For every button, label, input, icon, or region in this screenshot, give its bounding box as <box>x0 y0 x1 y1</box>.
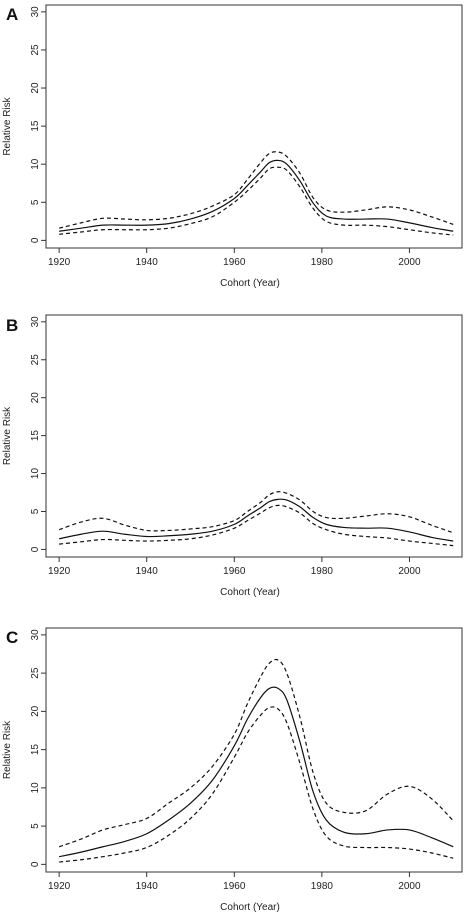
x-tick-label: 1980 <box>311 257 334 268</box>
y-tick-label: 10 <box>30 158 41 170</box>
x-axis-label: Cohort (Year) <box>220 278 280 289</box>
y-tick-label: 0 <box>30 861 41 867</box>
series-line-estimate <box>59 686 454 858</box>
plot-frame <box>45 4 463 249</box>
series-line-lower-ci <box>59 504 454 547</box>
y-tick-label: 25 <box>30 667 41 679</box>
panel-label: A <box>6 5 18 24</box>
y-tick-label: 25 <box>30 44 41 56</box>
y-tick-label: 15 <box>30 430 41 442</box>
series-line-lower-ci <box>59 166 454 236</box>
y-tick-label: 10 <box>30 782 41 794</box>
y-tick-label: 5 <box>30 199 41 205</box>
series-line-upper-ci <box>58 491 454 534</box>
y-axis-label: Relative Risk <box>2 406 13 465</box>
y-tick-label: 25 <box>30 354 41 366</box>
y-tick-label: 5 <box>30 823 41 829</box>
y-tick-label: 20 <box>30 82 41 94</box>
x-tick-label: 1920 <box>48 257 71 268</box>
y-tick-label: 5 <box>30 508 41 514</box>
panel-label: C <box>6 628 18 647</box>
panel-label: B <box>6 316 18 335</box>
y-tick-label: 30 <box>30 629 41 641</box>
x-axis-label: Cohort (Year) <box>220 587 280 598</box>
series-line-upper-ci <box>58 658 454 848</box>
series-line-upper-ci <box>58 151 454 229</box>
x-tick-label: 1960 <box>223 881 246 892</box>
x-tick-label: 1940 <box>136 566 159 577</box>
x-tick-label: 1980 <box>311 566 334 577</box>
y-tick-label: 0 <box>30 546 41 552</box>
x-tick-label: 1940 <box>136 257 159 268</box>
x-tick-label: 1980 <box>311 881 334 892</box>
x-tick-label: 2000 <box>398 881 421 892</box>
x-tick-label: 1920 <box>48 566 71 577</box>
y-tick-label: 15 <box>30 120 41 132</box>
plot-frame <box>45 627 463 873</box>
x-tick-label: 1920 <box>48 881 71 892</box>
x-tick-label: 1960 <box>223 566 246 577</box>
series-line-estimate <box>59 159 454 232</box>
chart-panel-c: C 0 5 10 15 20 25 30 1920 1940 1960 1980 2000 Cohort … <box>2 627 463 913</box>
y-tick-label: 20 <box>30 392 41 404</box>
y-tick-label: 15 <box>30 744 41 756</box>
y-axis-label: Relative Risk <box>2 720 13 779</box>
y-tick-label: 30 <box>30 316 41 328</box>
series-line-lower-ci <box>59 706 454 863</box>
y-tick-label: 10 <box>30 468 41 480</box>
x-axis-label: Cohort (Year) <box>220 902 280 913</box>
chart-panel-b: B 0 5 10 15 20 25 30 1920 1940 1960 1980 2000 Cohort … <box>2 314 463 598</box>
y-axis-label: Relative Risk <box>2 96 13 155</box>
x-tick-label: 1960 <box>223 257 246 268</box>
y-tick-label: 30 <box>30 6 41 18</box>
x-tick-label: 2000 <box>398 566 421 577</box>
chart-panel-a: A 0 5 10 15 20 25 30 1920 1940 1960 1980 2000 Cohort … <box>2 4 463 289</box>
series-line-estimate <box>59 498 454 542</box>
x-tick-label: 1940 <box>136 881 159 892</box>
y-tick-label: 0 <box>30 237 41 243</box>
x-tick-label: 2000 <box>398 257 421 268</box>
y-tick-label: 20 <box>30 705 41 717</box>
plot-frame <box>45 314 463 558</box>
